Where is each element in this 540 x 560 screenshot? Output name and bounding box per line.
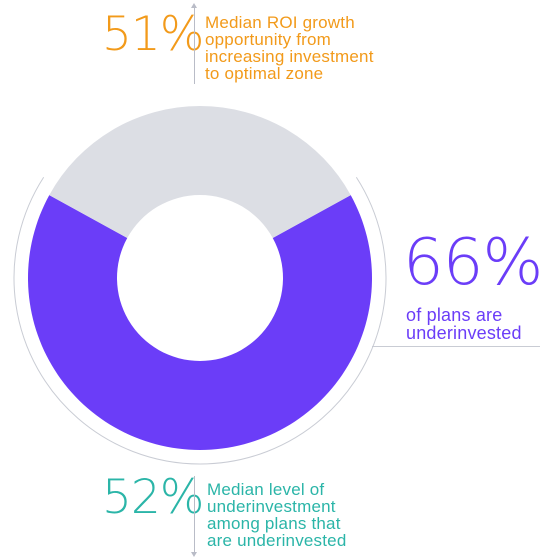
underinvestment-line-1: Median level of <box>207 480 325 499</box>
underinvestment-level-description: Median level of underinvestment among pl… <box>207 481 407 549</box>
arrow-down-icon <box>191 552 197 557</box>
underinvested-line-1: of plans are <box>406 305 503 325</box>
roi-growth-description: Median ROI growth opportunity from incre… <box>205 14 425 82</box>
roi-growth-line-2: opportunity from <box>205 30 332 49</box>
right-divider-line <box>372 346 540 347</box>
donut-slice-other <box>49 105 351 239</box>
underinvestment-level-stat: 52% <box>102 470 204 525</box>
roi-growth-line-4: to optimal zone <box>205 64 324 83</box>
outer-arc <box>13 176 387 465</box>
underinvestment-line-4: are underinvested <box>207 531 347 550</box>
underinvested-plans-description: of plans are underinvested <box>406 306 540 342</box>
donut-slice-underinvested <box>28 195 373 450</box>
roi-growth-line-3: increasing investment <box>205 47 374 66</box>
arrow-up-icon <box>191 3 197 8</box>
underinvested-line-2: underinvested <box>406 323 522 343</box>
underinvested-plans-stat: 66% <box>403 226 540 300</box>
roi-growth-line-1: Median ROI growth <box>205 13 355 32</box>
underinvestment-line-2: underinvestment <box>207 497 336 516</box>
top-divider-line <box>194 8 195 84</box>
roi-growth-stat: 51% <box>102 7 204 62</box>
underinvestment-line-3: among plans that <box>207 514 341 533</box>
bottom-divider-line <box>194 476 195 552</box>
